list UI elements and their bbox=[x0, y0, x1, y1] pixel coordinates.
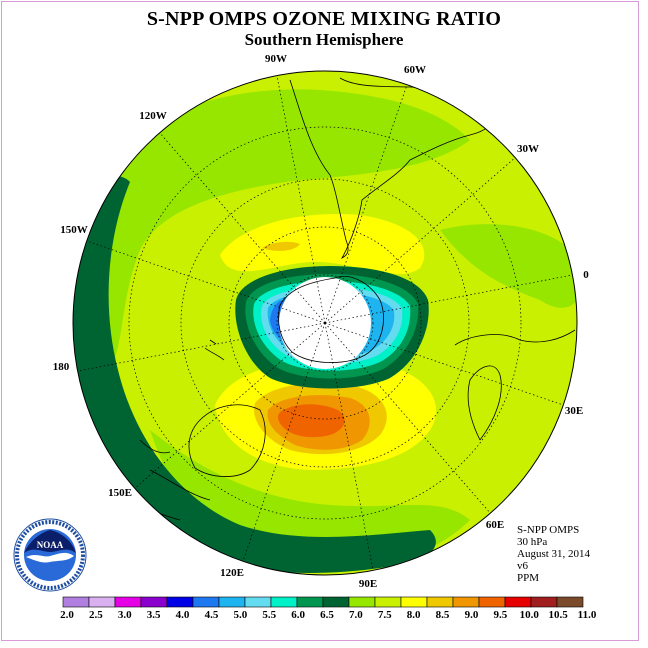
green-band-east bbox=[440, 224, 577, 308]
colorbar-swatch bbox=[218, 596, 246, 608]
ozone-field bbox=[73, 71, 577, 575]
info-units: PPM bbox=[517, 572, 540, 584]
logo-text: NOAA bbox=[37, 540, 64, 550]
colorbar-tick-label: 7.0 bbox=[349, 609, 363, 621]
map-title: S-NPP OMPS OZONE MIXING RATIO bbox=[146, 8, 502, 30]
colorbar-swatch bbox=[374, 596, 402, 608]
colorbar-swatch bbox=[88, 596, 116, 608]
lon-label-60e: 60E bbox=[486, 519, 504, 531]
info-date: August 31, 2014 bbox=[517, 548, 591, 560]
colorbar-tick-label: 4.5 bbox=[205, 609, 219, 621]
logo-bird-top bbox=[24, 530, 76, 553]
colorbar-swatch bbox=[530, 596, 558, 608]
dark-band bbox=[73, 175, 436, 574]
lon-label-120e: 120E bbox=[220, 567, 244, 579]
coast-new-zealand bbox=[204, 339, 225, 361]
lon-label-90e: 90E bbox=[359, 578, 377, 590]
colorbar-tick-label: 2.5 bbox=[89, 609, 103, 621]
latitude-circle-20s bbox=[128, 126, 522, 520]
coast-antarctica bbox=[278, 276, 384, 363]
colorbar-swatch bbox=[140, 596, 168, 608]
colorbar-swatch bbox=[504, 596, 532, 608]
red-orange-region bbox=[277, 404, 345, 438]
lon-label-30w: 30W bbox=[517, 143, 539, 155]
lon-label-150w: 150W bbox=[60, 224, 88, 236]
colorbar-swatch bbox=[348, 596, 376, 608]
colorbar-swatch bbox=[244, 596, 272, 608]
map-subtitle: Southern Hemisphere bbox=[244, 30, 404, 49]
colorbar-tick-label: 3.0 bbox=[118, 609, 132, 621]
lon-label-180: 180 bbox=[53, 361, 70, 373]
colorbar-tick-label: 6.0 bbox=[291, 609, 305, 621]
colorbar-tick-label: 10.5 bbox=[548, 609, 568, 621]
lon-label-90w: 90W bbox=[265, 53, 287, 65]
colorbar-tick-label: 8.5 bbox=[436, 609, 450, 621]
colorbar-swatch bbox=[192, 596, 220, 608]
colorbar-swatch bbox=[270, 596, 298, 608]
orange-patch-north bbox=[262, 241, 300, 251]
info-block: S-NPP OMPS 30 hPa August 31, 2014 v6 PPM bbox=[517, 524, 590, 584]
colorbar-tick-label: 8.0 bbox=[407, 609, 421, 621]
colorbar-swatch bbox=[62, 596, 90, 608]
info-instrument: S-NPP OMPS bbox=[517, 524, 580, 536]
colorbar-tick-label: 9.5 bbox=[493, 609, 507, 621]
colorbar-swatch bbox=[166, 596, 194, 608]
lon-label-150e: 150E bbox=[108, 487, 132, 499]
green-band-north bbox=[82, 89, 471, 370]
latitude-circle-60s bbox=[228, 226, 422, 420]
yellow-region-north bbox=[220, 214, 425, 274]
lon-label-120w: 120W bbox=[139, 110, 167, 122]
figure-frame bbox=[1, 1, 639, 641]
latitude-circle-40s bbox=[180, 178, 470, 468]
lon-label-0: 0 bbox=[583, 269, 589, 281]
colorbar-swatch bbox=[296, 596, 324, 608]
colorbar-tick-label: 5.0 bbox=[233, 609, 247, 621]
info-pressure: 30 hPa bbox=[517, 536, 548, 548]
colorbar-swatch bbox=[322, 596, 350, 608]
colorbar-tick-label: 9.0 bbox=[465, 609, 479, 621]
colorbar-tick-label: 7.5 bbox=[378, 609, 392, 621]
colorbar-swatch bbox=[452, 596, 480, 608]
colorbar-tick-label: 4.0 bbox=[176, 609, 190, 621]
map-border bbox=[72, 70, 578, 576]
lon-label-30e: 30E bbox=[565, 405, 583, 417]
colorbar-swatch bbox=[478, 596, 506, 608]
coast-australia bbox=[188, 404, 266, 477]
noaa-logo: NOAA bbox=[13, 518, 87, 592]
longitude-labels: 90W 60W 30W 0 30E 60E 90E 120E 150E 180 … bbox=[53, 53, 590, 590]
colorbar-tick-label: 11.0 bbox=[578, 609, 597, 621]
colorbar-tick-label: 10.0 bbox=[520, 609, 540, 621]
latitude-circle-80s bbox=[276, 274, 374, 372]
lon-label-60w: 60W bbox=[404, 64, 426, 76]
colorbar-swatch bbox=[426, 596, 454, 608]
colorbar-tick-label: 6.5 bbox=[320, 609, 334, 621]
logo-bird-wing bbox=[26, 552, 74, 563]
colorbar-tick-label: 5.5 bbox=[262, 609, 276, 621]
colorbar-tick-label: 2.0 bbox=[60, 609, 74, 621]
logo-text-ring bbox=[15, 520, 85, 590]
colorbar: 2.0 2.5 3.0 3.5 4.0 4.5 5.0 5.5 6.0 6.5 7.0 7.5 8.0 8… bbox=[60, 596, 597, 621]
colorbar-swatch bbox=[114, 596, 142, 608]
colorbar-tick-label: 3.5 bbox=[147, 609, 161, 621]
info-version: v6 bbox=[517, 560, 528, 572]
colorbar-swatch bbox=[556, 596, 584, 608]
graticule bbox=[77, 75, 573, 571]
colorbar-swatch bbox=[400, 596, 428, 608]
